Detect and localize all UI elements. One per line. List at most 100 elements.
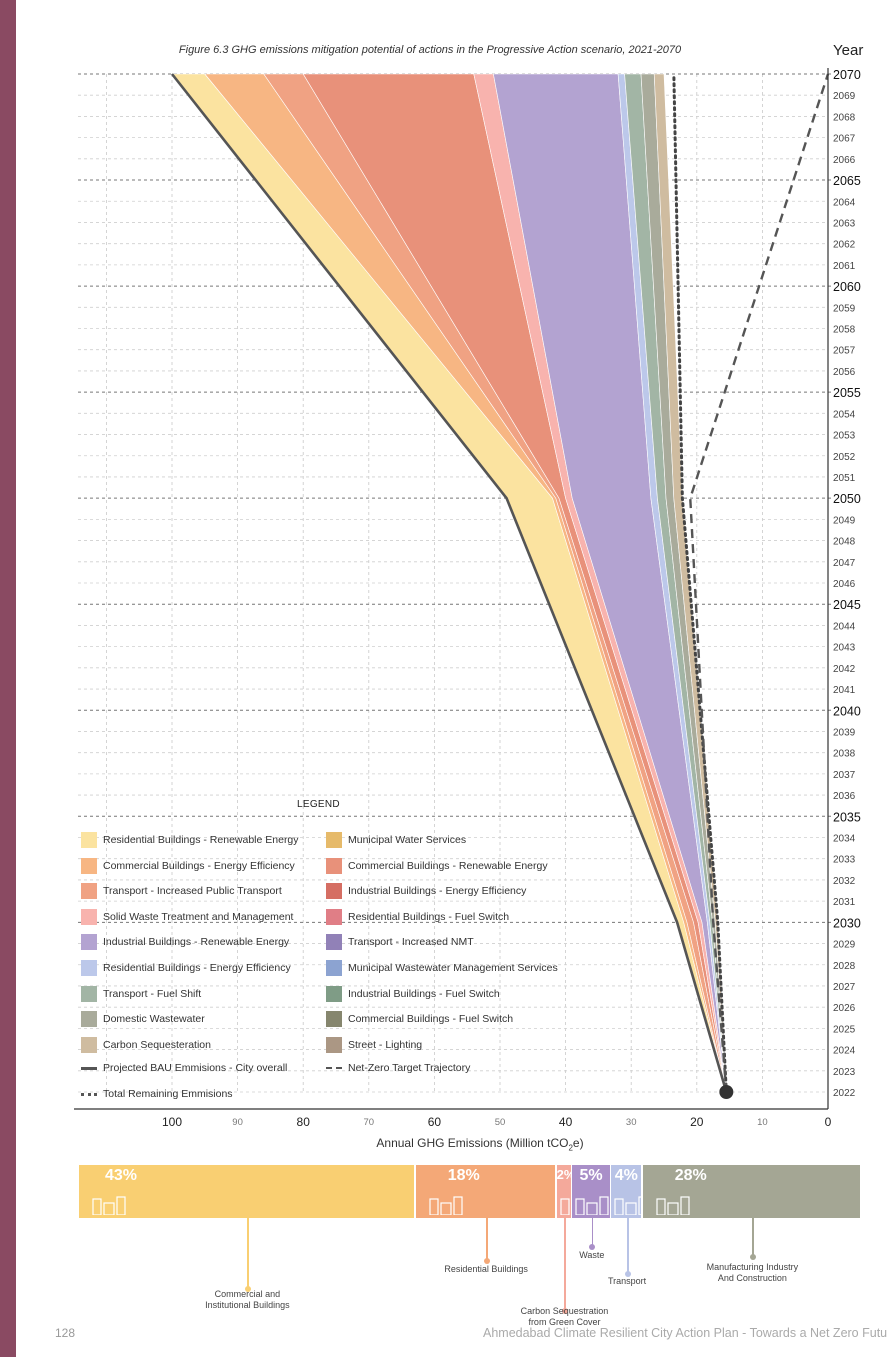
legend-item: Commercial Buildings - Fuel Switch bbox=[326, 1011, 514, 1028]
callout-line bbox=[591, 1218, 594, 1246]
x-tick-label-minor: 90 bbox=[232, 1117, 243, 1128]
callout-label: Manufacturing Industry And Construction bbox=[706, 1262, 799, 1283]
legend-label: Residential Buildings - Fuel Switch bbox=[348, 910, 510, 923]
sector-building-icon bbox=[611, 1193, 649, 1220]
y-tick-label: 2048 bbox=[833, 537, 856, 548]
x-axis-label: Annual GHG Emissions (Million tCO2e) bbox=[376, 1136, 584, 1153]
callout-dot bbox=[589, 1244, 596, 1250]
legend-label: Municipal Water Services bbox=[348, 834, 467, 846]
sector-segment: 28% bbox=[642, 1165, 861, 1220]
callout-label: Carbon Sequestration from Green Cover bbox=[520, 1306, 609, 1327]
y-tick-label: 2027 bbox=[833, 982, 856, 993]
x-tick-label-minor: 50 bbox=[495, 1117, 506, 1128]
sector-building-icon bbox=[557, 1193, 594, 1220]
sector-building-icon bbox=[653, 1193, 861, 1220]
legend-item: Industrial Buildings - Fuel Switch bbox=[326, 985, 500, 1002]
x-tick-label-minor: 30 bbox=[626, 1117, 637, 1128]
legend-swatch bbox=[81, 1011, 97, 1028]
y-tick-label: 2031 bbox=[833, 897, 856, 908]
legend-label: Transport - Increased Public Transport bbox=[103, 885, 282, 898]
callout-label: Commercial and Institutional Buildings bbox=[205, 1289, 290, 1310]
y-tick-label: 2067 bbox=[833, 134, 856, 145]
footer-title: Ahmedabad Climate Resilient City Action … bbox=[483, 1326, 888, 1340]
legend-item: Residential Buildings - Renewable Energy bbox=[81, 832, 299, 848]
y-tick-label: 2065 bbox=[833, 174, 861, 188]
y-tick-label: 2025 bbox=[833, 1024, 856, 1035]
callout-line bbox=[247, 1218, 249, 1288]
legend-item: Net-Zero Target Trajectory bbox=[326, 1062, 470, 1074]
y-tick-label: 2029 bbox=[833, 940, 856, 951]
legend-item: Solid Waste Treatment and Management bbox=[81, 908, 294, 925]
y-tick-label: 2054 bbox=[833, 409, 856, 420]
y-tick-label: 2024 bbox=[833, 1046, 856, 1057]
legend-label: Transport - Fuel Shift bbox=[103, 987, 202, 1000]
legend-swatch bbox=[81, 908, 97, 925]
y-tick-label: 2046 bbox=[833, 579, 856, 590]
sector-segment: 43% bbox=[79, 1165, 415, 1218]
y-tick-label: 2040 bbox=[833, 704, 861, 718]
legend-label: Solid Waste Treatment and Management bbox=[103, 910, 294, 923]
legend-item: Industrial Buildings - Energy Efficiency bbox=[326, 883, 527, 900]
x-tick-label-minor: 10 bbox=[757, 1117, 768, 1128]
y-tick-label: 2023 bbox=[833, 1067, 856, 1078]
legend-item: Residential Buildings - Fuel Switch bbox=[326, 908, 510, 925]
callout-dot bbox=[749, 1254, 756, 1260]
legend-label: Industrial Buildings - Energy Efficiency bbox=[348, 885, 527, 898]
legend-item: Municipal Wastewater Management Services bbox=[326, 960, 558, 976]
figure-caption: Figure 6.3 GHG emissions mitigation pote… bbox=[178, 44, 682, 56]
y-tick-label: 2037 bbox=[833, 770, 856, 781]
y-tick-label: 2033 bbox=[833, 855, 856, 866]
legend-swatch bbox=[326, 1011, 342, 1028]
legend-label: Industrial Buildings - Renewable Energy bbox=[103, 936, 290, 949]
y-tick-label: 2039 bbox=[833, 727, 856, 738]
y-tick-label: 2050 bbox=[833, 492, 861, 506]
y-tick-label: 2057 bbox=[833, 346, 856, 357]
callout-line bbox=[627, 1218, 629, 1273]
legend-item: Industrial Buildings - Renewable Energy bbox=[81, 934, 290, 951]
legend-label: Street - Lighting bbox=[348, 1038, 423, 1051]
y-tick-label: 2064 bbox=[833, 197, 856, 208]
legend-swatch bbox=[81, 832, 97, 848]
callout-dot bbox=[624, 1271, 631, 1277]
y-tick-label: 2049 bbox=[833, 515, 856, 526]
sector-segment: 18% bbox=[415, 1165, 556, 1220]
legend-item: Residential Buildings - Energy Efficienc… bbox=[81, 960, 291, 976]
x-tick-label: 40 bbox=[559, 1115, 573, 1129]
legend-swatch bbox=[81, 883, 97, 900]
x-tick-label: 60 bbox=[428, 1115, 442, 1129]
callout-dot bbox=[483, 1258, 490, 1264]
y-tick-label: 2032 bbox=[833, 876, 856, 887]
legend-label: Commercial Buildings - Fuel Switch bbox=[348, 1013, 514, 1026]
legend-item: Carbon Sequesteration bbox=[81, 1036, 211, 1053]
sector-percent: 4% bbox=[614, 1167, 638, 1184]
legend-item: Municipal Water Services bbox=[326, 832, 466, 848]
callout-dot bbox=[561, 1308, 568, 1314]
x-tick-label: 20 bbox=[690, 1115, 704, 1129]
callout-label: Waste bbox=[579, 1250, 605, 1260]
y-tick-label: 2030 bbox=[833, 916, 861, 930]
y-tick-label: 2053 bbox=[833, 431, 856, 442]
start-point-marker bbox=[719, 1085, 734, 1099]
y-tick-label: 2026 bbox=[833, 1003, 856, 1014]
legend-item: Transport - Fuel Shift bbox=[81, 985, 202, 1002]
y-tick-label: 2041 bbox=[833, 685, 856, 696]
y-tick-label: 2044 bbox=[833, 621, 856, 632]
legend-item: Commercial Buildings - Renewable Energy bbox=[326, 857, 548, 874]
y-tick-label: 2058 bbox=[833, 325, 856, 336]
y-tick-label: 2056 bbox=[833, 367, 856, 378]
page-sidebar-band bbox=[0, 0, 16, 1357]
sector-percent: 43% bbox=[105, 1167, 138, 1184]
legend-line-sample bbox=[81, 1066, 97, 1070]
x-tick-label: 100 bbox=[162, 1115, 182, 1129]
legend-label: Industrial Buildings - Fuel Switch bbox=[348, 987, 500, 1000]
sector-percent: 2% bbox=[556, 1167, 576, 1182]
y-tick-label: 2022 bbox=[833, 1088, 856, 1099]
y-tick-label: 2052 bbox=[833, 452, 856, 463]
y-tick-label: 2060 bbox=[833, 280, 861, 294]
sector-building-icon bbox=[572, 1193, 610, 1220]
callout-line bbox=[486, 1218, 488, 1260]
y-tick-label: 2063 bbox=[833, 218, 856, 229]
y-tick-label: 2036 bbox=[833, 791, 856, 802]
sector-building-icon bbox=[426, 1193, 555, 1220]
